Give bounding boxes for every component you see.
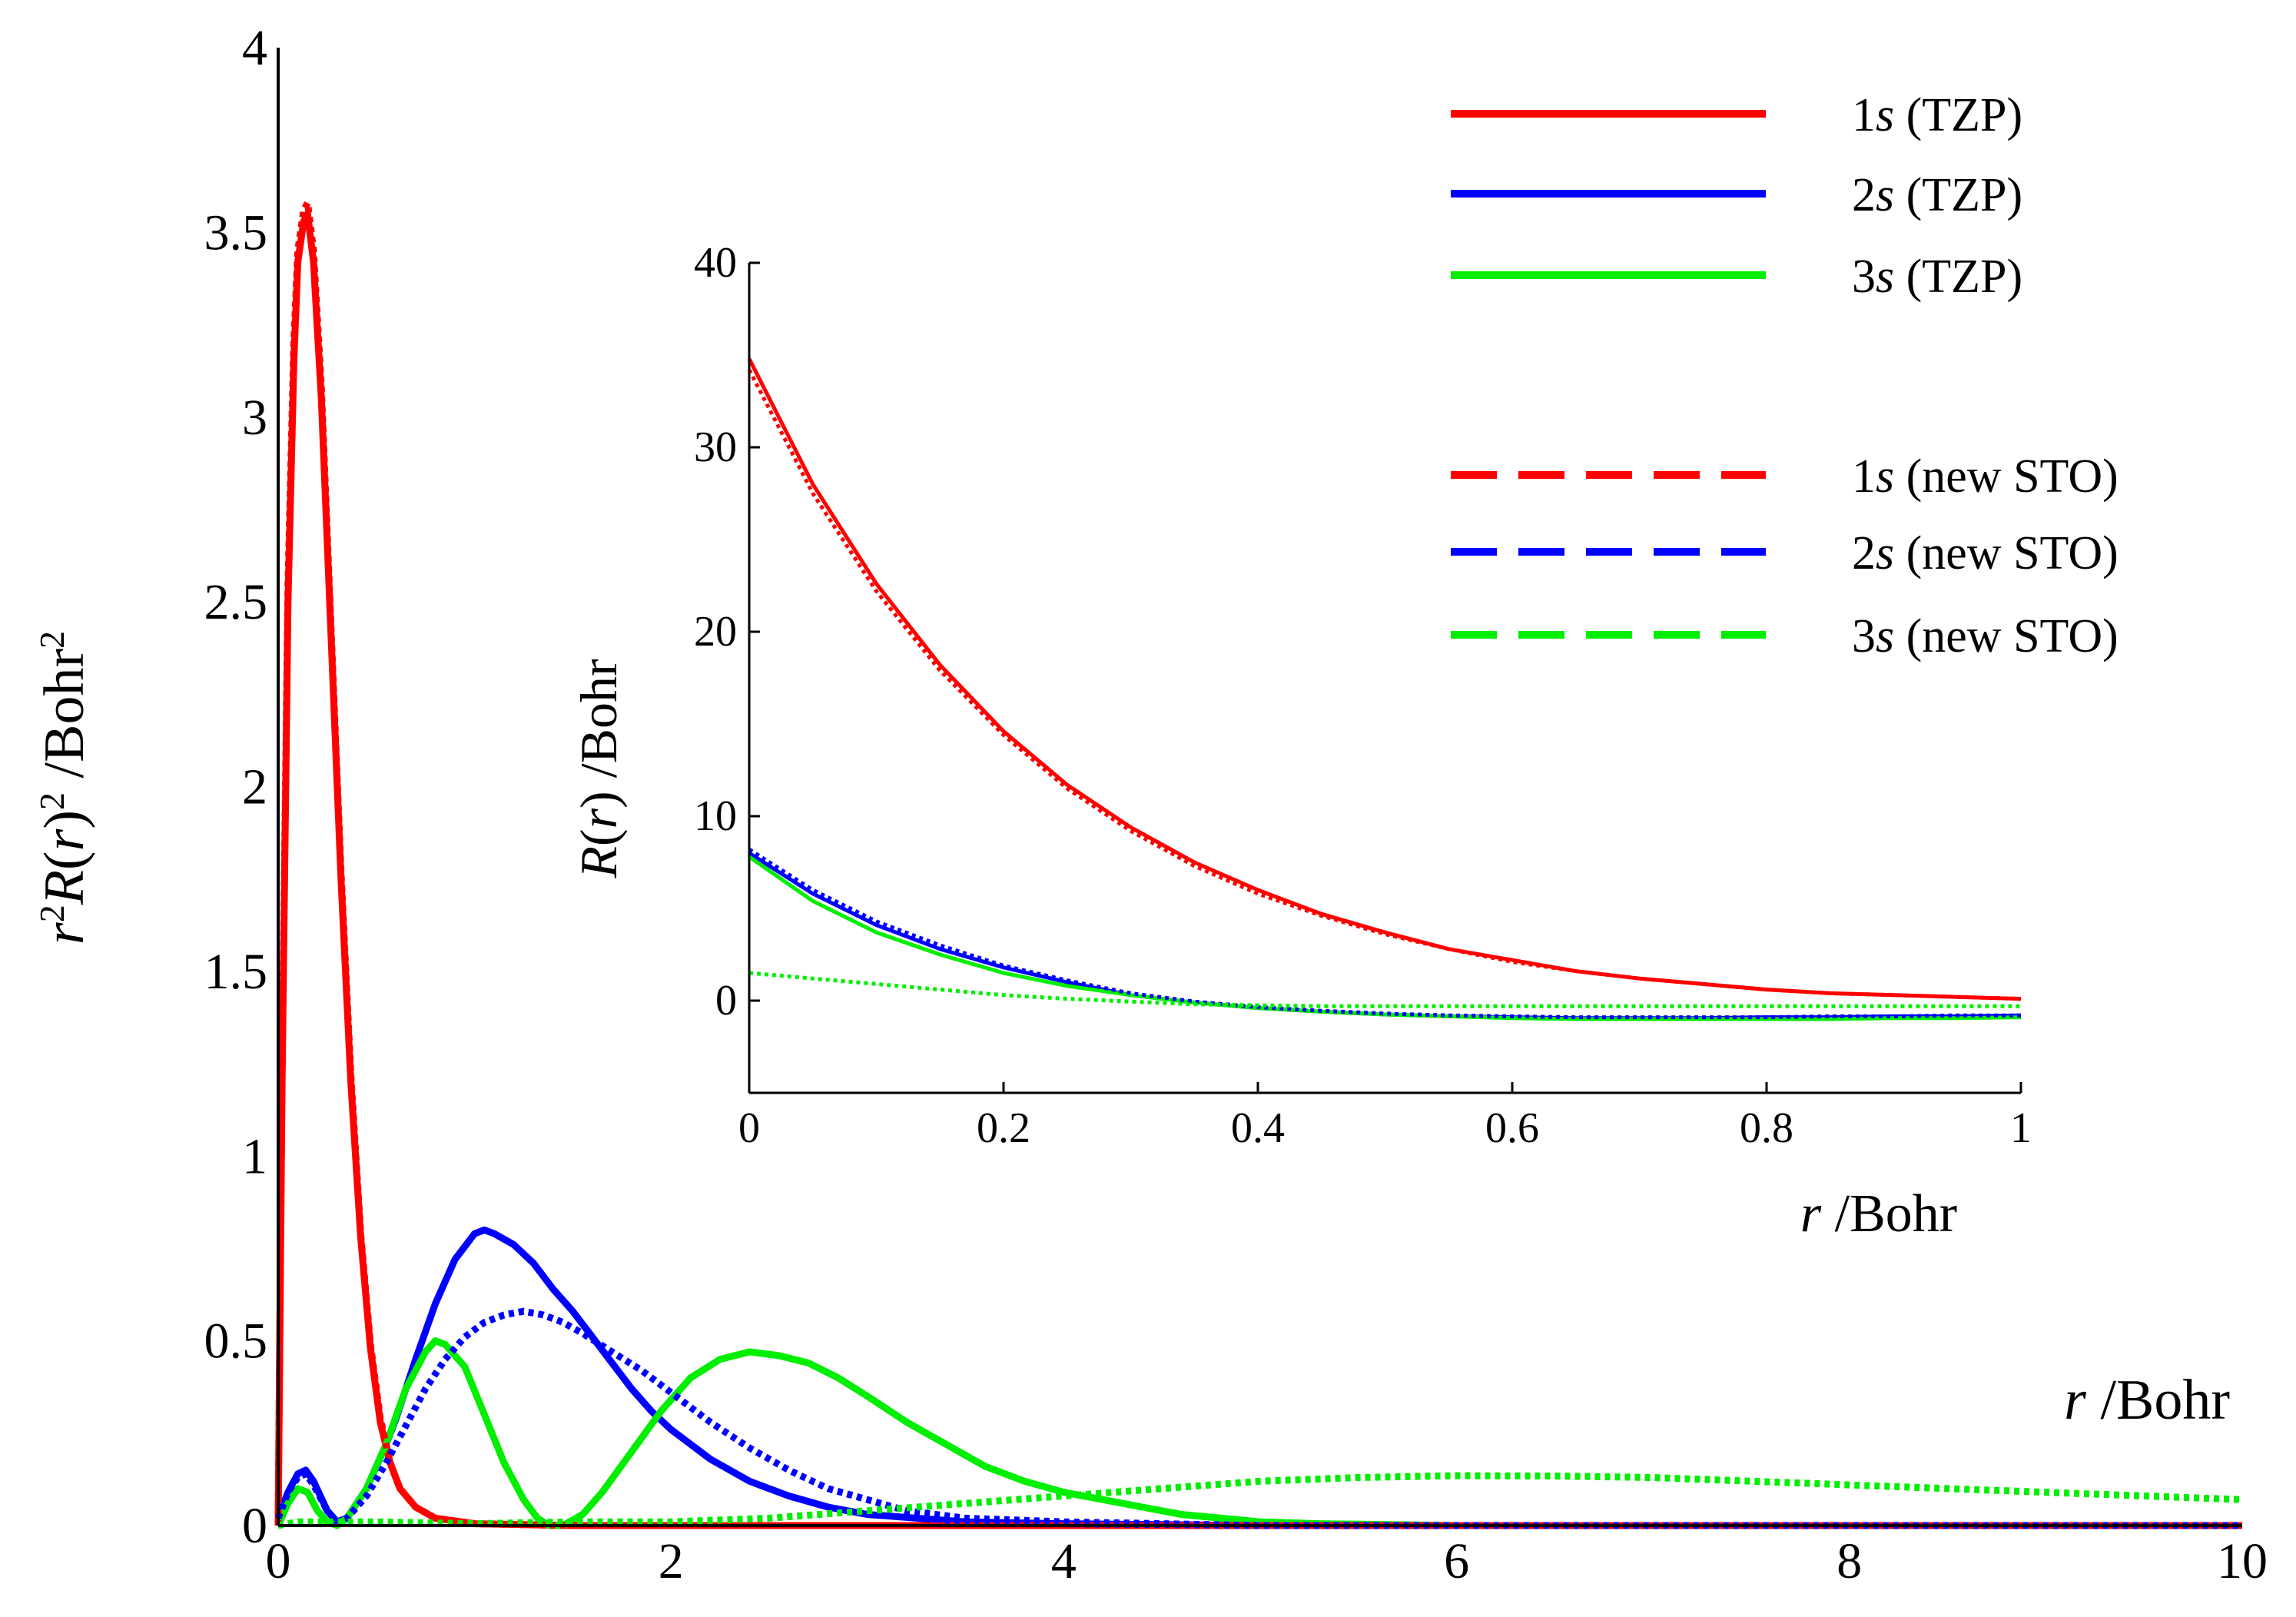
main-y-tick-label: 2: [242, 759, 267, 815]
legend-label: 1s (new STO): [1852, 450, 2118, 503]
main-x-tick-label: 8: [1836, 1533, 1862, 1589]
main-y-tick-label: 0.5: [204, 1313, 268, 1370]
inset-y-axis-label: R(r) /Bohr: [569, 659, 628, 879]
legend-label: 3s (TZP): [1852, 251, 2022, 303]
inset-x-tick-label: 1: [2010, 1104, 2032, 1152]
inset-x-axis-label: r /Bohr: [1800, 1184, 1957, 1243]
inset-x-tick-label: 0.8: [1740, 1104, 1793, 1152]
inset-y-tick-label: 40: [694, 239, 737, 287]
inset-y-tick-label: 0: [715, 977, 737, 1024]
main-x-tick-label: 6: [1444, 1533, 1469, 1589]
legend-label: 2s (new STO): [1852, 527, 2118, 579]
main-y-tick-label: 0: [242, 1498, 267, 1554]
legend-label: 3s (new STO): [1852, 610, 2118, 662]
inset-series-1s-tzp: [747, 357, 2022, 1001]
inset-x-ticks: 0 0.2 0.4 0.6 0.8 1: [738, 1082, 2032, 1152]
main-series-1s-new-sto: [274, 199, 2242, 1529]
legend-item-1s-new-sto: 1s (new STO): [1451, 450, 2118, 503]
main-x-tick-label: 0: [266, 1533, 291, 1589]
inset-series-group: [747, 357, 2022, 1021]
legend-item-2s-new-sto: 2s (new STO): [1451, 527, 2118, 579]
main-series-2s-new-sto: [274, 1307, 2242, 1529]
main-y-tick-label: 4: [242, 20, 267, 76]
main-x-ticks: 0 2 4 6 8 10: [266, 1533, 2268, 1589]
main-y-axis-label: r2R(r)2 /Bohr2: [32, 631, 97, 945]
inset-series-1s-new-sto: [747, 369, 2022, 1001]
main-series-group: [274, 199, 2243, 1529]
main-y-tick-label: 2.5: [204, 574, 268, 630]
inset-y-tick-label: 20: [694, 608, 737, 656]
inset-y-tick-label: 30: [694, 423, 737, 471]
main-x-axis-label: r /Bohr: [2064, 1369, 2230, 1432]
inset-series-3s-tzp: [748, 855, 2022, 1021]
main-y-tick-label: 1.5: [204, 944, 268, 1000]
inset-series-3s-new-sto: [748, 971, 2021, 1008]
legend: 1s (TZP) 2s (TZP) 3s (TZP) 1s (new STO) 2s (…: [1451, 89, 2118, 662]
inset-x-tick-label: 0.6: [1485, 1104, 1539, 1152]
main-x-tick-label: 2: [659, 1533, 684, 1589]
inset-plot: 0 0.2 0.4 0.6 0.8 1 0 10 20 30 40 R(r) /Bohr r /B…: [569, 239, 2032, 1243]
inset-y-tick-label: 10: [694, 792, 737, 840]
legend-item-3s-tzp: 3s (TZP): [1451, 251, 2022, 303]
inset-x-tick-label: 0.2: [977, 1104, 1030, 1152]
main-y-tick-label: 1: [242, 1128, 267, 1184]
legend-label: 2s (TZP): [1852, 169, 2022, 221]
main-series-3s-new-sto: [277, 1472, 2243, 1529]
legend-item-1s-tzp: 1s (TZP): [1451, 89, 2022, 141]
main-x-tick-label: 4: [1051, 1533, 1077, 1589]
legend-item-3s-new-sto: 3s (new STO): [1451, 610, 2118, 662]
legend-label: 1s (TZP): [1852, 89, 2022, 141]
main-series-3s-tzp: [274, 1337, 2242, 1529]
inset-x-tick-label: 0: [738, 1104, 760, 1152]
main-x-tick-label: 10: [2217, 1533, 2268, 1589]
main-y-tick-label: 3.5: [204, 204, 268, 261]
inset-y-ticks: 0 10 20 30 40: [694, 239, 760, 1024]
inset-x-tick-label: 0.4: [1231, 1104, 1285, 1152]
legend-item-2s-tzp: 2s (TZP): [1451, 169, 2022, 221]
main-plot: 0 2 4 6 8 10 00.511.522.533.54 r2R(r)2 /Bohr2…: [32, 20, 2268, 1589]
main-y-tick-label: 3: [242, 390, 267, 446]
main-y-ticks: 0 0.5 1 1.5 2 2.5 3 3.5 4: [204, 20, 268, 1554]
main-series-2s-tzp: [274, 1226, 2242, 1529]
